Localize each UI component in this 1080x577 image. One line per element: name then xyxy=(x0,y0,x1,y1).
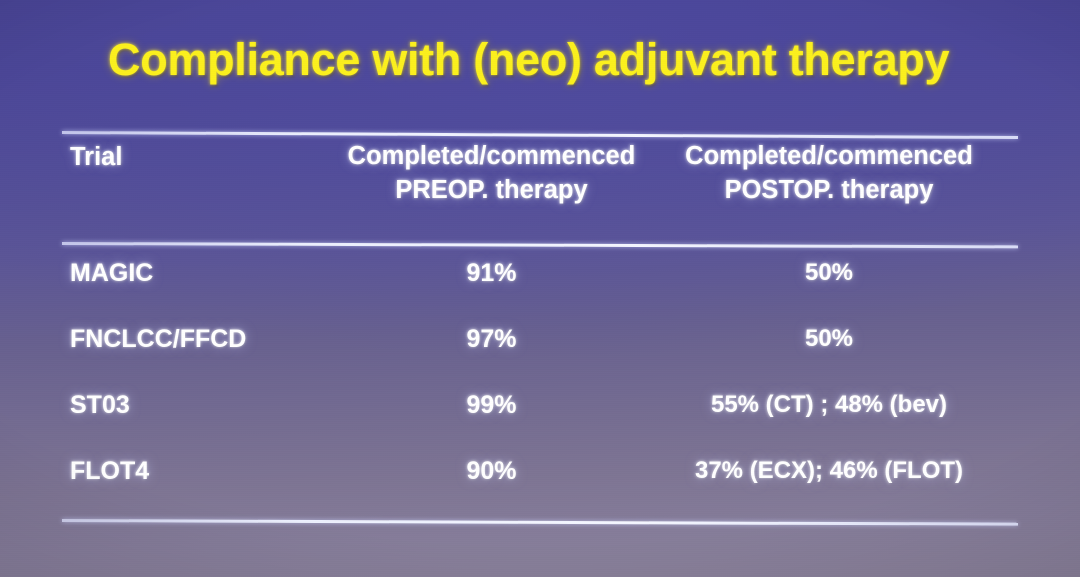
cell-preop: 91% xyxy=(466,259,517,287)
slide-title: Compliance with (neo) adjuvant therapy xyxy=(108,34,950,85)
cell-trial: MAGIC xyxy=(70,259,154,287)
table-row: FLOT4 90% 37% (ECX); 46% (FLOT) xyxy=(62,457,1018,486)
table-row: ST03 99% 55% (CT) ; 48% (bev) xyxy=(62,391,1018,420)
column-header-postop-line2: POSTOP. therapy xyxy=(724,175,934,204)
compliance-table: Trial Completed/commenced PREOP. therapy… xyxy=(61,140,1018,485)
cell-postop: 50% xyxy=(804,325,854,352)
cell-preop: 99% xyxy=(466,391,517,419)
table-header-row: Trial Completed/commenced PREOP. therapy… xyxy=(62,140,1018,207)
cell-postop: 37% (ECX); 46% (FLOT) xyxy=(694,457,964,484)
cell-trial: FNCLCC/FFCD xyxy=(70,325,247,353)
cell-postop: 55% (CT) ; 48% (bev) xyxy=(710,391,948,418)
column-header-preop: Completed/commenced PREOP. therapy xyxy=(344,140,639,207)
table-row: FNCLCC/FFCD 97% 50% xyxy=(62,325,1018,354)
column-header-postop: Completed/commenced POSTOP. therapy xyxy=(639,140,1019,207)
column-header-postop-line1: Completed/commenced xyxy=(685,142,973,170)
column-header-preop-line1: Completed/commenced xyxy=(347,142,636,170)
table-top-rule xyxy=(61,131,1018,140)
table-header-rule xyxy=(61,242,1018,249)
column-header-preop-line2: PREOP. therapy xyxy=(395,175,588,204)
table-bottom-rule xyxy=(61,519,1018,526)
cell-trial: FLOT4 xyxy=(70,457,150,485)
cell-postop: 50% xyxy=(804,259,854,286)
cell-trial: ST03 xyxy=(70,391,130,419)
column-header-trial: Trial xyxy=(70,143,123,171)
cell-preop: 90% xyxy=(466,457,517,485)
table-row: MAGIC 91% 50% xyxy=(62,259,1018,288)
cell-preop: 97% xyxy=(466,325,517,353)
